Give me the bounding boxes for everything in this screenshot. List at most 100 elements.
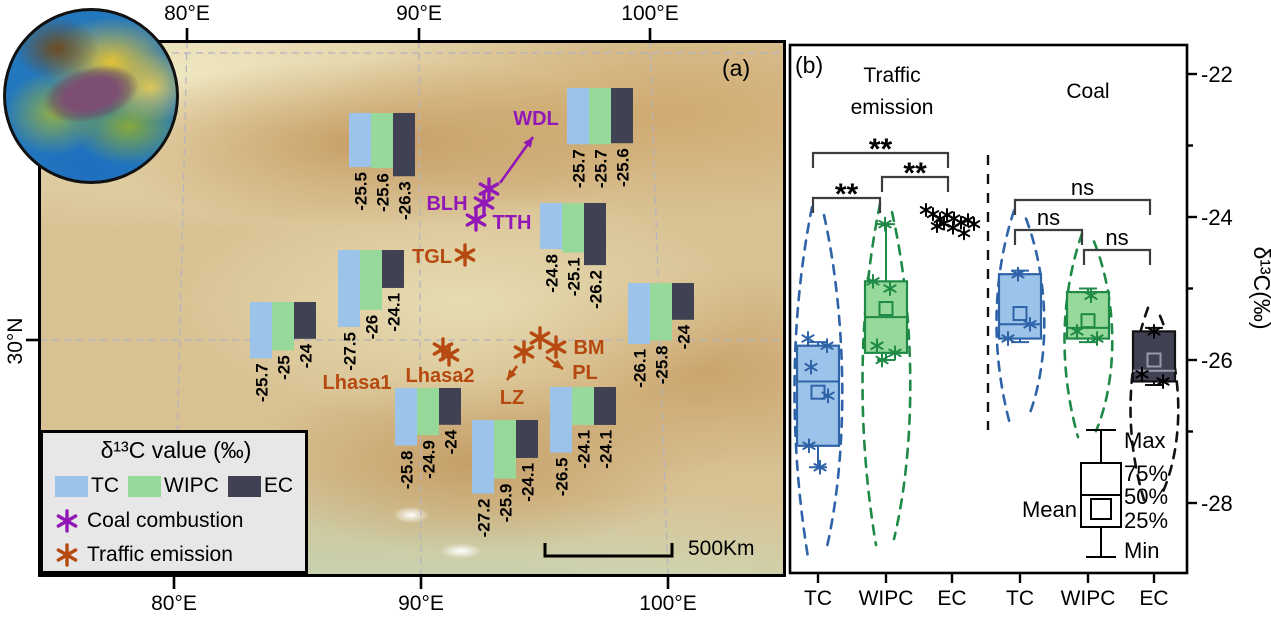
x-tick-label: WIPC: [1061, 587, 1116, 610]
wipc-label: WIPC: [164, 474, 219, 498]
svg-text:ns: ns: [1037, 205, 1060, 230]
legend-traffic-row: Traffic emission: [55, 543, 297, 567]
svg-text:-27.2: -27.2: [475, 499, 494, 538]
x-tick-label: WIPC: [859, 587, 914, 610]
violin-outlines: [793, 202, 1180, 559]
significance-Traffic emission: ** ** **: [811, 133, 950, 213]
y-tick-label: -22: [1201, 62, 1233, 87]
svg-text:-25.7: -25.7: [253, 363, 272, 402]
bottom-axis-tick-100E: 100°E: [639, 592, 697, 615]
site-LZ: LZ: [500, 365, 524, 409]
boxplot-Traffic emission-WIPC: [863, 216, 909, 368]
svg-text:-25.6: -25.6: [374, 173, 393, 212]
map-bar-chart-LZ: -27.2 -25.9-24.1: [472, 420, 538, 537]
svg-text:PL: PL: [572, 362, 598, 384]
legend-title: δ¹³C value (‰): [100, 437, 252, 463]
traffic-emission-asterisk-icon: [56, 543, 78, 567]
map-bar-chart-WDL: -25.7 -25.7 -25.6: [567, 88, 633, 188]
svg-text:-25.8: -25.8: [653, 346, 672, 385]
svg-text:-25.6: -25.6: [614, 148, 633, 187]
bottom-axis-tick-80E: 80°E: [151, 592, 197, 615]
map-bar-chart-TGL: -27.5-26 -24.1: [338, 250, 404, 371]
svg-text:-24: -24: [442, 429, 461, 454]
top-axis-tick-80E: 80°E: [164, 2, 210, 25]
svg-text:BLH: BLH: [426, 193, 467, 215]
svg-text:-24.1: -24.1: [519, 463, 538, 502]
site-Lhasa2: Lhasa2: [406, 337, 475, 387]
panel-a-label: (a): [722, 55, 751, 81]
svg-text:-24.8: -24.8: [543, 254, 562, 293]
svg-text:25%: 25%: [1124, 508, 1168, 533]
svg-text:-25.7: -25.7: [592, 149, 611, 188]
ec-label: EC: [263, 474, 294, 498]
svg-text:-26.3: -26.3: [396, 181, 415, 220]
coal-combustion-label: Coal combustion: [87, 508, 244, 532]
svg-text:TTH: TTH: [493, 212, 532, 234]
map-border: [38, 40, 786, 577]
violin-Coal-WIPC: [1063, 232, 1114, 439]
map-bar-chart-BM: -26.1 -25.8-24: [628, 283, 694, 388]
svg-text:-24.1: -24.1: [575, 430, 594, 469]
y-tick-label: -28: [1201, 491, 1233, 516]
svg-text:-26: -26: [363, 315, 382, 340]
svg-text:TGL: TGL: [412, 246, 452, 268]
ec-swatch: [227, 475, 261, 497]
svg-text:-26.2: -26.2: [587, 270, 606, 309]
svg-text:-25: -25: [275, 355, 294, 380]
svg-text:-25.1: -25.1: [565, 257, 584, 296]
svg-text:-24: -24: [675, 324, 694, 349]
svg-text:-26.1: -26.1: [631, 349, 650, 388]
map-legend: δ¹³C value (‰) TC WIPC EC Coal combustio…: [40, 430, 308, 574]
violin-Coal-TC: [995, 209, 1046, 426]
svg-text:Max: Max: [1124, 428, 1166, 453]
top-axis-tick-90E: 90°E: [396, 2, 442, 25]
legend-series-row: TC WIPC EC: [55, 474, 297, 498]
svg-text:BM: BM: [573, 337, 604, 359]
svg-text:-25.7: -25.7: [570, 149, 589, 188]
x-tick-label: EC: [1139, 587, 1168, 610]
top-axis-tick-100E: 100°E: [621, 2, 679, 25]
svg-text:-27.5: -27.5: [341, 332, 360, 371]
map-bar-chart-Lhasa2: -25.8 -24.9 -24: [395, 388, 461, 489]
svg-text:Lhasa2: Lhasa2: [406, 365, 475, 387]
map-bar-chart-PL: -26.5-24.1 -24.1: [550, 387, 616, 496]
boxplot-Coal-TC: [997, 266, 1043, 347]
svg-text:-26.5: -26.5: [553, 458, 572, 497]
svg-text:**: **: [835, 178, 859, 211]
map-bar-chart-BLH: -25.5 -25.6 -26.3: [349, 113, 415, 220]
svg-text:-24.9: -24.9: [420, 440, 439, 479]
svg-text:75%: 75%: [1124, 461, 1168, 486]
legend-coal-row: Coal combustion: [55, 509, 297, 533]
group-title-traffic-emission: Traffic emission: [850, 64, 934, 119]
y-axis-title: δ¹³C(‰): [1249, 246, 1271, 329]
site-Lhasa1: Lhasa1: [323, 372, 392, 394]
site-PL: PL: [545, 355, 598, 384]
svg-text:Lhasa1: Lhasa1: [323, 372, 392, 394]
svg-text:Mean: Mean: [1022, 497, 1077, 522]
boxplot-Coal-WIPC: [1065, 287, 1111, 347]
boxplot-Coal-EC: [1131, 323, 1177, 389]
svg-text:ns: ns: [1105, 225, 1128, 250]
traffic-emission-label: Traffic emission: [87, 542, 233, 566]
svg-text:**: **: [869, 133, 893, 166]
site-BLH: BLH: [426, 177, 500, 215]
violin-Traffic emission-TC: [793, 205, 844, 559]
map-bar-chart-TTH: -24.8 -25.1 -26.2: [540, 203, 606, 309]
boxplot-Traffic emission-EC: [919, 202, 981, 241]
tc-swatch: [55, 475, 88, 497]
svg-text:**: **: [903, 157, 927, 190]
x-tick-label: TC: [1006, 587, 1034, 610]
map-bar-chart-Lhasa1: -25.7 -25 -24: [250, 302, 316, 402]
boxplot-Traffic emission-TC: [795, 331, 841, 475]
boxplot-axes: -22 -24 -26 -28 TC WIPC EC TC WIPC EC δ¹³C(‰): [788, 43, 1271, 610]
svg-text:-24.1: -24.1: [597, 430, 616, 469]
svg-text:WDL: WDL: [513, 108, 559, 130]
svg-text:-25.8: -25.8: [398, 451, 417, 490]
x-tick-label: EC: [937, 587, 966, 610]
svg-text:Min: Min: [1124, 538, 1159, 563]
svg-text:ns: ns: [1071, 175, 1094, 200]
svg-text:50%: 50%: [1124, 484, 1168, 509]
